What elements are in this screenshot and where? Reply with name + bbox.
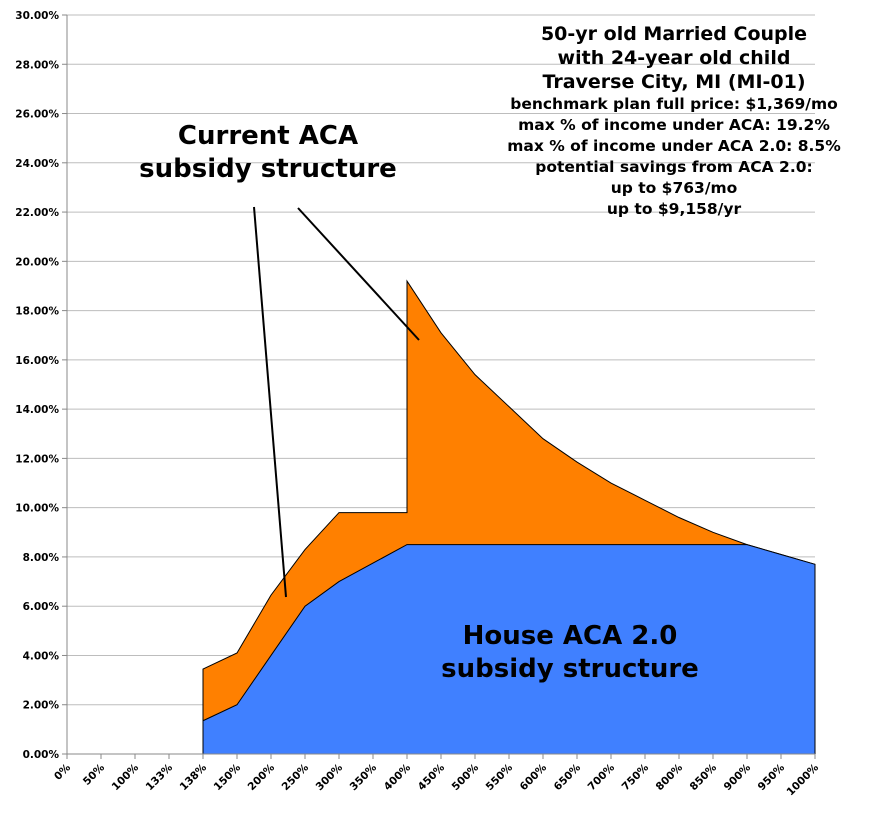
x-tick-label: 0% (52, 761, 73, 782)
y-tick-label: 14.00% (15, 404, 59, 416)
y-tick-label: 30.00% (15, 10, 59, 22)
y-tick-label: 26.00% (15, 109, 59, 121)
x-tick-label: 100% (110, 761, 142, 793)
x-tick-label: 150% (212, 761, 244, 793)
x-tick-label: 500% (450, 761, 482, 793)
x-tick-label: 650% (552, 761, 584, 793)
annotation-line: House ACA 2.0 (462, 621, 678, 651)
x-tick-label: 900% (722, 761, 754, 793)
x-tick-label: 1000% (785, 761, 822, 798)
annotation-house-aca: House ACA 2.0 subsidy structure (420, 620, 720, 686)
x-tick-label: 200% (246, 761, 278, 793)
annotation-pointer-line (297, 207, 420, 341)
title-line: Traverse City, MI (MI-01) (542, 71, 806, 93)
x-tick-label: 550% (484, 761, 516, 793)
x-tick-label: 950% (756, 761, 788, 793)
info-line: max % of income under ACA 2.0: 8.5% (507, 137, 841, 155)
x-tick-label: 138% (178, 761, 210, 793)
y-tick-label: 10.00% (15, 503, 59, 515)
annotation-line: Current ACA (177, 121, 359, 151)
info-line: potential savings from ACA 2.0: (535, 158, 813, 176)
y-tick-label: 28.00% (15, 59, 59, 71)
annotation-line: subsidy structure (441, 654, 699, 684)
annotation-pointer-line (253, 206, 287, 598)
info-line: up to $9,158/yr (606, 200, 742, 218)
y-tick-label: 12.00% (15, 453, 59, 465)
x-tick-label: 800% (654, 761, 686, 793)
x-tick-label: 133% (144, 761, 176, 793)
x-tick-label: 350% (348, 761, 380, 793)
y-tick-label: 18.00% (15, 306, 59, 318)
y-tick-label: 2.00% (23, 700, 60, 712)
title-line: 50-yr old Married Couple (540, 23, 808, 45)
y-tick-label: 0.00% (23, 749, 60, 761)
y-tick-label: 20.00% (15, 256, 59, 268)
title-line: with 24-year old child (557, 47, 791, 69)
x-tick-label: 700% (586, 761, 618, 793)
annotation-current-aca: Current ACA subsidy structure (128, 120, 408, 186)
info-line: up to $763/mo (610, 179, 738, 197)
x-tick-label: 250% (280, 761, 312, 793)
info-line: max % of income under ACA: 19.2% (518, 116, 830, 134)
x-tick-label: 600% (518, 761, 550, 793)
annotation-line: subsidy structure (139, 154, 397, 184)
x-tick-label: 50% (81, 761, 108, 788)
y-tick-label: 24.00% (15, 158, 59, 170)
chart-info-box: 50-yr old Married Couple with 24-year ol… (494, 22, 854, 220)
x-tick-label: 400% (382, 761, 414, 793)
info-line: benchmark plan full price: $1,369/mo (510, 95, 838, 113)
y-tick-label: 22.00% (15, 207, 59, 219)
y-tick-label: 16.00% (15, 355, 59, 367)
series-area-1 (202, 544, 816, 755)
x-tick-label: 450% (416, 761, 448, 793)
y-tick-label: 8.00% (23, 552, 60, 564)
x-tick-label: 850% (688, 761, 720, 793)
y-tick-label: 4.00% (23, 650, 60, 662)
y-tick-label: 6.00% (23, 601, 60, 613)
x-tick-label: 750% (620, 761, 652, 793)
x-tick-label: 300% (314, 761, 346, 793)
